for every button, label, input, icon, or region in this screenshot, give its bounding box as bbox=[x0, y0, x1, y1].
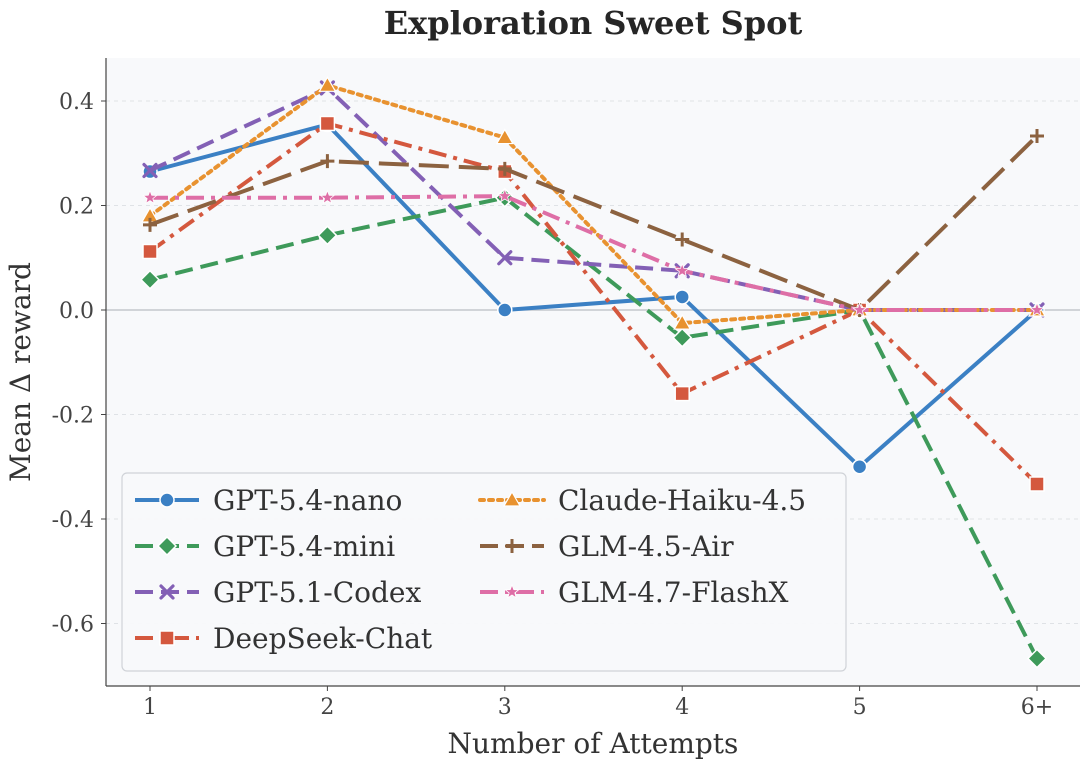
data-point bbox=[497, 250, 513, 266]
x-tick-label: 3 bbox=[498, 695, 512, 720]
legend-marker bbox=[156, 535, 178, 557]
x-tick-label: 1 bbox=[143, 695, 157, 720]
y-tick-label: -0.2 bbox=[52, 404, 94, 429]
legend-label: GPT-5.4-mini bbox=[213, 530, 395, 563]
legend-entry: Claude-Haiku-4.5 bbox=[478, 484, 806, 517]
series-line bbox=[149, 195, 1039, 660]
data-point bbox=[143, 217, 157, 232]
series-line bbox=[150, 194, 1037, 312]
legend: GPT-5.4-nano GPT-5.4-mini GPT-5.1-Codex Dee… bbox=[121, 472, 847, 672]
data-point bbox=[851, 459, 868, 475]
data-point bbox=[674, 262, 690, 278]
data-point bbox=[674, 289, 690, 305]
data-point bbox=[495, 128, 514, 145]
legend-marker bbox=[159, 492, 175, 508]
data-point bbox=[142, 162, 158, 179]
data-point bbox=[142, 243, 158, 260]
legend-label: GPT-5.4-nano bbox=[213, 484, 402, 517]
legend-marker bbox=[504, 583, 520, 599]
data-point bbox=[142, 189, 158, 205]
legend-marker bbox=[505, 539, 519, 553]
legend-label: GLM-4.5-Air bbox=[558, 530, 734, 563]
data-point bbox=[319, 115, 336, 132]
data-point bbox=[1030, 129, 1044, 144]
y-tick-label: -0.6 bbox=[52, 613, 94, 638]
y-tick-label: 0.0 bbox=[59, 299, 94, 324]
legend-label: GLM-4.7-FlashX bbox=[558, 576, 789, 609]
legend-entry: GLM-4.7-FlashX bbox=[480, 576, 789, 609]
legend-marker bbox=[159, 630, 175, 646]
x-tick-label: 4 bbox=[675, 695, 689, 720]
series-6 bbox=[142, 187, 1045, 317]
y-tick-label: 0.4 bbox=[59, 90, 94, 115]
legend-marker bbox=[502, 490, 522, 507]
data-point bbox=[317, 225, 338, 246]
x-tick-label: 5 bbox=[853, 695, 867, 720]
legend-label: GPT-5.1-Codex bbox=[213, 576, 422, 609]
legend-box bbox=[121, 472, 847, 672]
legend-entry: GPT-5.1-Codex bbox=[135, 576, 422, 609]
legend-entry: GPT-5.4-nano bbox=[135, 484, 402, 517]
data-point bbox=[673, 313, 692, 330]
series-line bbox=[148, 121, 1039, 486]
series-5 bbox=[143, 129, 1044, 317]
data-point bbox=[674, 385, 690, 402]
y-tick-label: 0.2 bbox=[59, 195, 94, 220]
data-point bbox=[1026, 648, 1048, 669]
legend-entry: GPT-5.4-mini bbox=[135, 530, 395, 563]
data-point bbox=[1029, 476, 1045, 492]
series-layer bbox=[139, 76, 1048, 669]
legend-entry: GLM-4.5-Air bbox=[480, 530, 734, 563]
data-point bbox=[319, 189, 336, 205]
legend-label: DeepSeek-Chat bbox=[213, 622, 433, 655]
data-point bbox=[851, 301, 868, 317]
series-line bbox=[149, 134, 1039, 312]
legend-label: Claude-Haiku-4.5 bbox=[558, 484, 806, 517]
series-line bbox=[149, 85, 1037, 312]
data-point bbox=[497, 161, 512, 176]
y-tick-label: -0.4 bbox=[52, 508, 94, 533]
data-point bbox=[675, 232, 690, 247]
data-point bbox=[672, 327, 693, 348]
x-axis-label: Number of Attempts bbox=[448, 727, 739, 760]
series-line bbox=[149, 122, 1039, 469]
legend-entry: DeepSeek-Chat bbox=[135, 622, 433, 655]
data-point bbox=[497, 302, 513, 318]
data-point bbox=[1029, 301, 1045, 317]
data-point bbox=[320, 154, 335, 169]
data-point bbox=[139, 269, 161, 290]
x-tick-label: 2 bbox=[320, 695, 334, 720]
tick-labels: 0.4 0.2 0.0 -0.2 -0.4 -0.6 1 2 3 4 5 6+ bbox=[52, 90, 1054, 720]
x-tick-label: 6+ bbox=[1021, 695, 1053, 720]
chart-title: Exploration Sweet Spot bbox=[384, 4, 803, 42]
y-axis-label: Mean Δ reward bbox=[4, 262, 37, 482]
axes bbox=[105, 58, 1080, 687]
legend-marker bbox=[159, 584, 175, 600]
data-point bbox=[318, 76, 337, 92]
data-point bbox=[497, 187, 513, 203]
